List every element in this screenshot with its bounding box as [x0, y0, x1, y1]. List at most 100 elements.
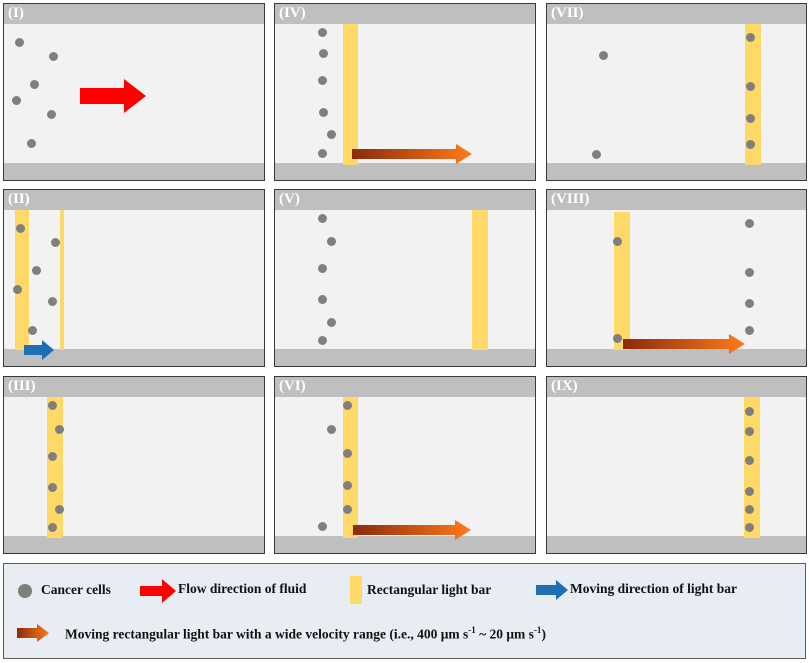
channel-bottom-wall — [4, 349, 264, 366]
legend-light-bar-label: Rectangular light bar — [367, 582, 492, 597]
panel-label: (I) — [8, 5, 24, 21]
legend-moving-direction-label: Moving direction of light bar — [570, 581, 737, 596]
cancer-cell-icon — [18, 584, 32, 598]
panel-2: (II) — [3, 189, 265, 367]
cancer-cell — [327, 318, 336, 327]
cancer-cell — [745, 487, 754, 496]
wide-range-arrow-icon — [623, 334, 745, 354]
panel-5: (V) — [274, 189, 536, 367]
legend-flow-direction-label: Flow direction of fluid — [178, 581, 307, 596]
cancer-cell — [16, 224, 25, 233]
cancer-cell — [47, 110, 56, 119]
panel-9: (IX) — [546, 376, 807, 554]
cancer-cell — [745, 299, 754, 308]
channel-top-wall — [275, 377, 535, 397]
cancer-cell — [319, 108, 328, 117]
cancer-cell — [319, 49, 328, 58]
channel-top-wall — [4, 4, 264, 24]
cancer-cell — [746, 114, 755, 123]
cancer-cell — [15, 38, 24, 47]
cancer-cell — [327, 425, 336, 434]
channel-top-wall — [547, 377, 806, 397]
light-bar — [745, 24, 761, 165]
light-bar — [472, 210, 488, 350]
light-bar — [614, 212, 630, 350]
wide-range-arrow-icon — [17, 624, 49, 642]
cancer-cell — [745, 523, 754, 532]
cancer-cell — [13, 285, 22, 294]
panel-label: (II) — [8, 191, 30, 207]
light-bar — [343, 397, 358, 538]
cancer-cell — [318, 28, 327, 37]
light-bar — [47, 397, 63, 538]
legend: Cancer cells Flow direction of fluid Rec… — [3, 563, 806, 659]
panel-1: (I) — [3, 3, 265, 181]
cancer-cell — [745, 427, 754, 436]
channel-top-wall — [275, 190, 535, 210]
panel-label: (III) — [8, 378, 36, 394]
cancer-cell — [613, 237, 622, 246]
cancer-cell — [745, 326, 754, 335]
cancer-cell — [613, 334, 622, 343]
panel-3: (III) — [3, 376, 265, 554]
cancer-cell — [343, 505, 352, 514]
legend-cancer-cells-label: Cancer cells — [41, 582, 111, 597]
cancer-cell — [599, 51, 608, 60]
cancer-cell — [343, 401, 352, 410]
legend-unit-exponent: -1 — [468, 625, 476, 635]
flow-direction-arrow-icon — [80, 79, 146, 113]
channel-bottom-wall — [275, 349, 535, 366]
wide-range-arrow-icon — [353, 520, 471, 540]
cancer-cell — [318, 336, 327, 345]
legend-range-mid: ~ 20 μm s — [475, 626, 534, 642]
light-bar — [744, 397, 760, 538]
cancer-cell — [28, 326, 37, 335]
cancer-cell — [592, 150, 601, 159]
cancer-cell — [745, 505, 754, 514]
cancer-cell — [48, 297, 57, 306]
cancer-cell — [318, 76, 327, 85]
moving-direction-arrow-icon — [24, 340, 54, 360]
cancer-cell — [318, 522, 327, 531]
light-bar — [15, 210, 29, 350]
cancer-cell — [48, 452, 57, 461]
cancer-cell — [318, 149, 327, 158]
cancer-cell — [327, 237, 336, 246]
panel-8: (VIII) — [546, 189, 807, 367]
channel-bottom-wall — [275, 536, 535, 553]
panel-6: (VI) — [274, 376, 536, 554]
panel-7: (VII) — [546, 3, 807, 181]
legend-wide-range-text: Moving rectangular light bar with a wide… — [65, 626, 469, 642]
cancer-cell — [745, 407, 754, 416]
panel-label: (VII) — [551, 5, 584, 21]
channel-bottom-wall — [547, 536, 806, 553]
cancer-cell — [746, 33, 755, 42]
cancer-cell — [745, 456, 754, 465]
cancer-cell — [318, 214, 327, 223]
light-bar-icon — [350, 576, 362, 604]
channel-bottom-wall — [547, 163, 806, 180]
channel-top-wall — [4, 377, 264, 397]
cancer-cell — [343, 449, 352, 458]
cancer-cell — [745, 268, 754, 277]
channel-bottom-wall — [547, 349, 806, 366]
cancer-cell — [12, 96, 21, 105]
legend-wide-range-label: Moving rectangular light bar with a wide… — [65, 625, 546, 643]
light-bar — [343, 24, 358, 165]
cancer-cell — [27, 139, 36, 148]
cancer-cell — [51, 238, 60, 247]
cancer-cell — [745, 219, 754, 228]
light-bar — [60, 210, 64, 350]
channel-top-wall — [547, 190, 806, 210]
channel-top-wall — [547, 4, 806, 24]
channel-bottom-wall — [275, 163, 535, 180]
cancer-cell — [55, 425, 64, 434]
cancer-cell — [30, 80, 39, 89]
channel-top-wall — [275, 4, 535, 24]
panel-label: (IV) — [279, 5, 306, 21]
legend-unit-exponent: -1 — [533, 625, 542, 635]
channel-bottom-wall — [4, 536, 264, 553]
cancer-cell — [55, 505, 64, 514]
cancer-cell — [327, 130, 336, 139]
cancer-cell — [32, 266, 41, 275]
